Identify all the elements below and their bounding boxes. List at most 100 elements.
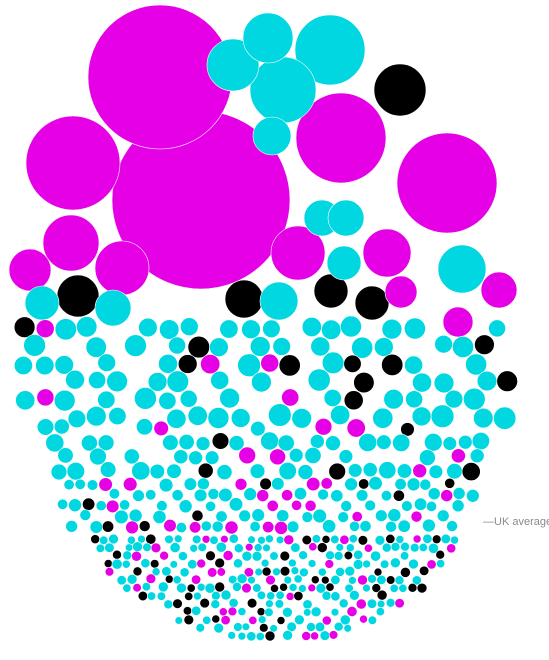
bubble-small-2 [320,477,333,490]
bubble-small-3 [353,549,364,560]
bubble-small-3 [132,583,142,593]
bubble-small-3 [236,573,248,585]
bubble-small-3 [352,559,364,570]
bubble-small-0 [166,370,189,393]
bubble-small-2 [105,499,120,514]
bubble-small-2 [330,489,344,503]
bubble-small-0 [200,354,221,375]
bubble-small-2 [123,477,138,492]
bubble-large-black [56,274,100,318]
bubble-small-3 [218,607,228,617]
bubble-small-1 [358,433,378,452]
bubble-small-2 [436,509,450,523]
bubble-large-magenta [8,248,52,292]
bubble-small-0 [381,318,403,340]
bubble-small-1 [57,447,74,464]
bubble-small-3 [319,630,331,641]
bubble-small-3 [233,558,243,569]
bubble-small-3 [187,559,198,570]
bubble-small-1 [277,434,295,452]
bubble-small-3 [279,566,291,577]
bubble-small-2 [355,489,369,502]
bubble-small-1 [166,463,182,479]
bubble-small-3 [256,590,266,600]
bubble-small-3 [307,583,317,593]
bubble-small-3 [191,574,202,585]
bubble-small-0 [106,370,128,393]
bubble-small-3 [270,584,279,593]
bubble-large-cyan [252,116,292,156]
bubble-small-3 [376,589,388,601]
bubble-small-3 [245,543,254,552]
bubble-small-3 [262,543,271,553]
bubble-small-0 [85,336,107,358]
bubble-large-cyan [94,289,132,327]
bubble-small-2 [414,497,428,511]
bubble-small-2 [358,478,370,490]
bubble-small-3 [164,534,174,545]
bubble-small-3 [252,583,262,593]
bubble-small-3 [373,567,383,577]
bubble-small-3 [339,534,350,545]
uk-average-label: —UK average [483,516,549,528]
bubble-small-0 [65,369,85,390]
bubble-small-3 [193,591,202,601]
bubble-small-0 [463,387,486,411]
bubble-small-3 [427,542,439,554]
bubble-small-1 [249,463,266,479]
bubble-small-3 [321,590,332,601]
bubble-small-3 [220,589,232,601]
bubble-small-2 [375,509,388,522]
bubble-small-3 [375,607,385,617]
bubble-small-0 [405,390,424,409]
bubble-small-1 [250,421,266,437]
bubble-small-0 [474,334,495,355]
bubble-small-1 [396,463,413,479]
bubble-small-3 [209,535,219,545]
bubble-small-3 [419,565,430,576]
bubble-small-3 [288,583,298,592]
bubble-small-1 [314,418,333,436]
bubble-small-3 [213,622,224,634]
bubble-small-0 [434,335,453,354]
bubble-small-3 [257,615,267,624]
bubble-small-1 [153,420,169,437]
bubble-small-3 [301,631,312,641]
bubble-small-0 [496,370,518,392]
bubble-small-1 [446,463,463,480]
bubble-small-2 [317,488,329,501]
bubble-small-3 [275,535,285,545]
bubble-small-2 [89,520,103,534]
bubble-small-3 [227,606,238,617]
bubble-small-2 [175,522,187,534]
bubble-small-2 [259,477,272,491]
bubble-small-3 [199,597,210,609]
bubble-small-2 [359,520,372,533]
bubble-small-1 [269,448,286,466]
bubble-small-3 [264,630,276,642]
bubble-small-3 [381,542,392,553]
bubble-small-3 [140,558,151,569]
bubble-small-1 [297,464,314,480]
bubble-small-1 [45,433,65,453]
bubble-small-2 [215,510,228,523]
bubble-small-3 [197,542,207,552]
bubble-small-3 [95,543,105,553]
bubble-small-3 [246,631,257,642]
bubble-small-2 [152,510,167,524]
bubble-small-2 [191,509,204,522]
bubble-small-0 [473,407,494,429]
bubble-small-2 [340,500,352,512]
bubble-small-2 [276,509,290,523]
bubble-small-3 [301,534,312,546]
bubble-small-3 [279,582,288,592]
bubble-small-2 [427,487,441,501]
bubble-small-3 [311,534,321,544]
bubble-small-3 [328,630,339,640]
bubble-small-0 [251,371,272,393]
bubble-small-1 [288,448,304,463]
bubble-small-3 [251,551,263,562]
bubble-small-3 [145,533,157,545]
bubble-small-2 [344,477,358,492]
bubble-small-3 [367,574,377,584]
